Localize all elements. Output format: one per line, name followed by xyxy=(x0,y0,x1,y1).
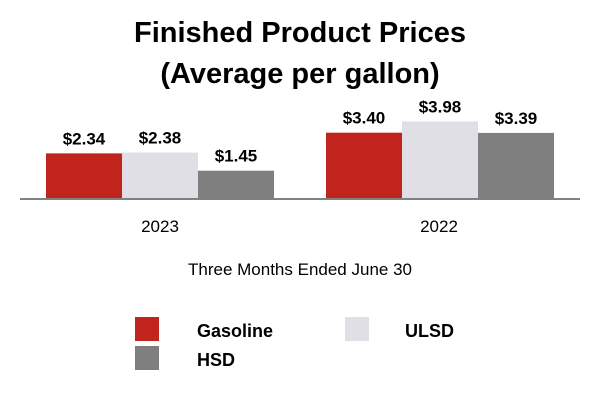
bar-series-group xyxy=(46,121,554,199)
data-label-ulsd-2023: $2.38 xyxy=(139,129,182,148)
legend-swatch-hsd xyxy=(135,346,159,370)
data-label-gasoline-2022: $3.40 xyxy=(343,109,386,128)
legend-swatch-gasoline xyxy=(135,317,159,341)
x-tick-label-2022: 2022 xyxy=(420,217,458,236)
chart-title: Finished Product Prices xyxy=(134,17,466,49)
bar-hsd-2022 xyxy=(478,132,554,199)
data-label-ulsd-2022: $3.98 xyxy=(419,97,462,116)
legend-label-ulsd: ULSD xyxy=(405,321,454,341)
legend-label-hsd: HSD xyxy=(197,350,235,370)
chart-subtitle: (Average per gallon) xyxy=(160,58,439,90)
legend-swatch-ulsd xyxy=(345,317,369,341)
bar-gasoline-2023 xyxy=(46,153,122,199)
bar-hsd-2023 xyxy=(198,170,274,199)
x-axis-label: Three Months Ended June 30 xyxy=(188,260,412,279)
x-tick-label-group: 2023 2022 xyxy=(141,217,458,236)
bar-gasoline-2022 xyxy=(326,132,402,199)
legend: Gasoline ULSD HSD xyxy=(135,317,454,370)
data-label-hsd-2022: $3.39 xyxy=(495,109,538,128)
data-label-group: $2.34 $2.38 $1.45 $3.40 $3.98 $3.39 xyxy=(63,97,538,165)
bar-ulsd-2022 xyxy=(402,121,478,199)
bar-ulsd-2023 xyxy=(122,152,198,199)
x-tick-label-2023: 2023 xyxy=(141,217,179,236)
data-label-gasoline-2023: $2.34 xyxy=(63,129,106,148)
data-label-hsd-2023: $1.45 xyxy=(215,147,258,166)
legend-label-gasoline: Gasoline xyxy=(197,321,273,341)
